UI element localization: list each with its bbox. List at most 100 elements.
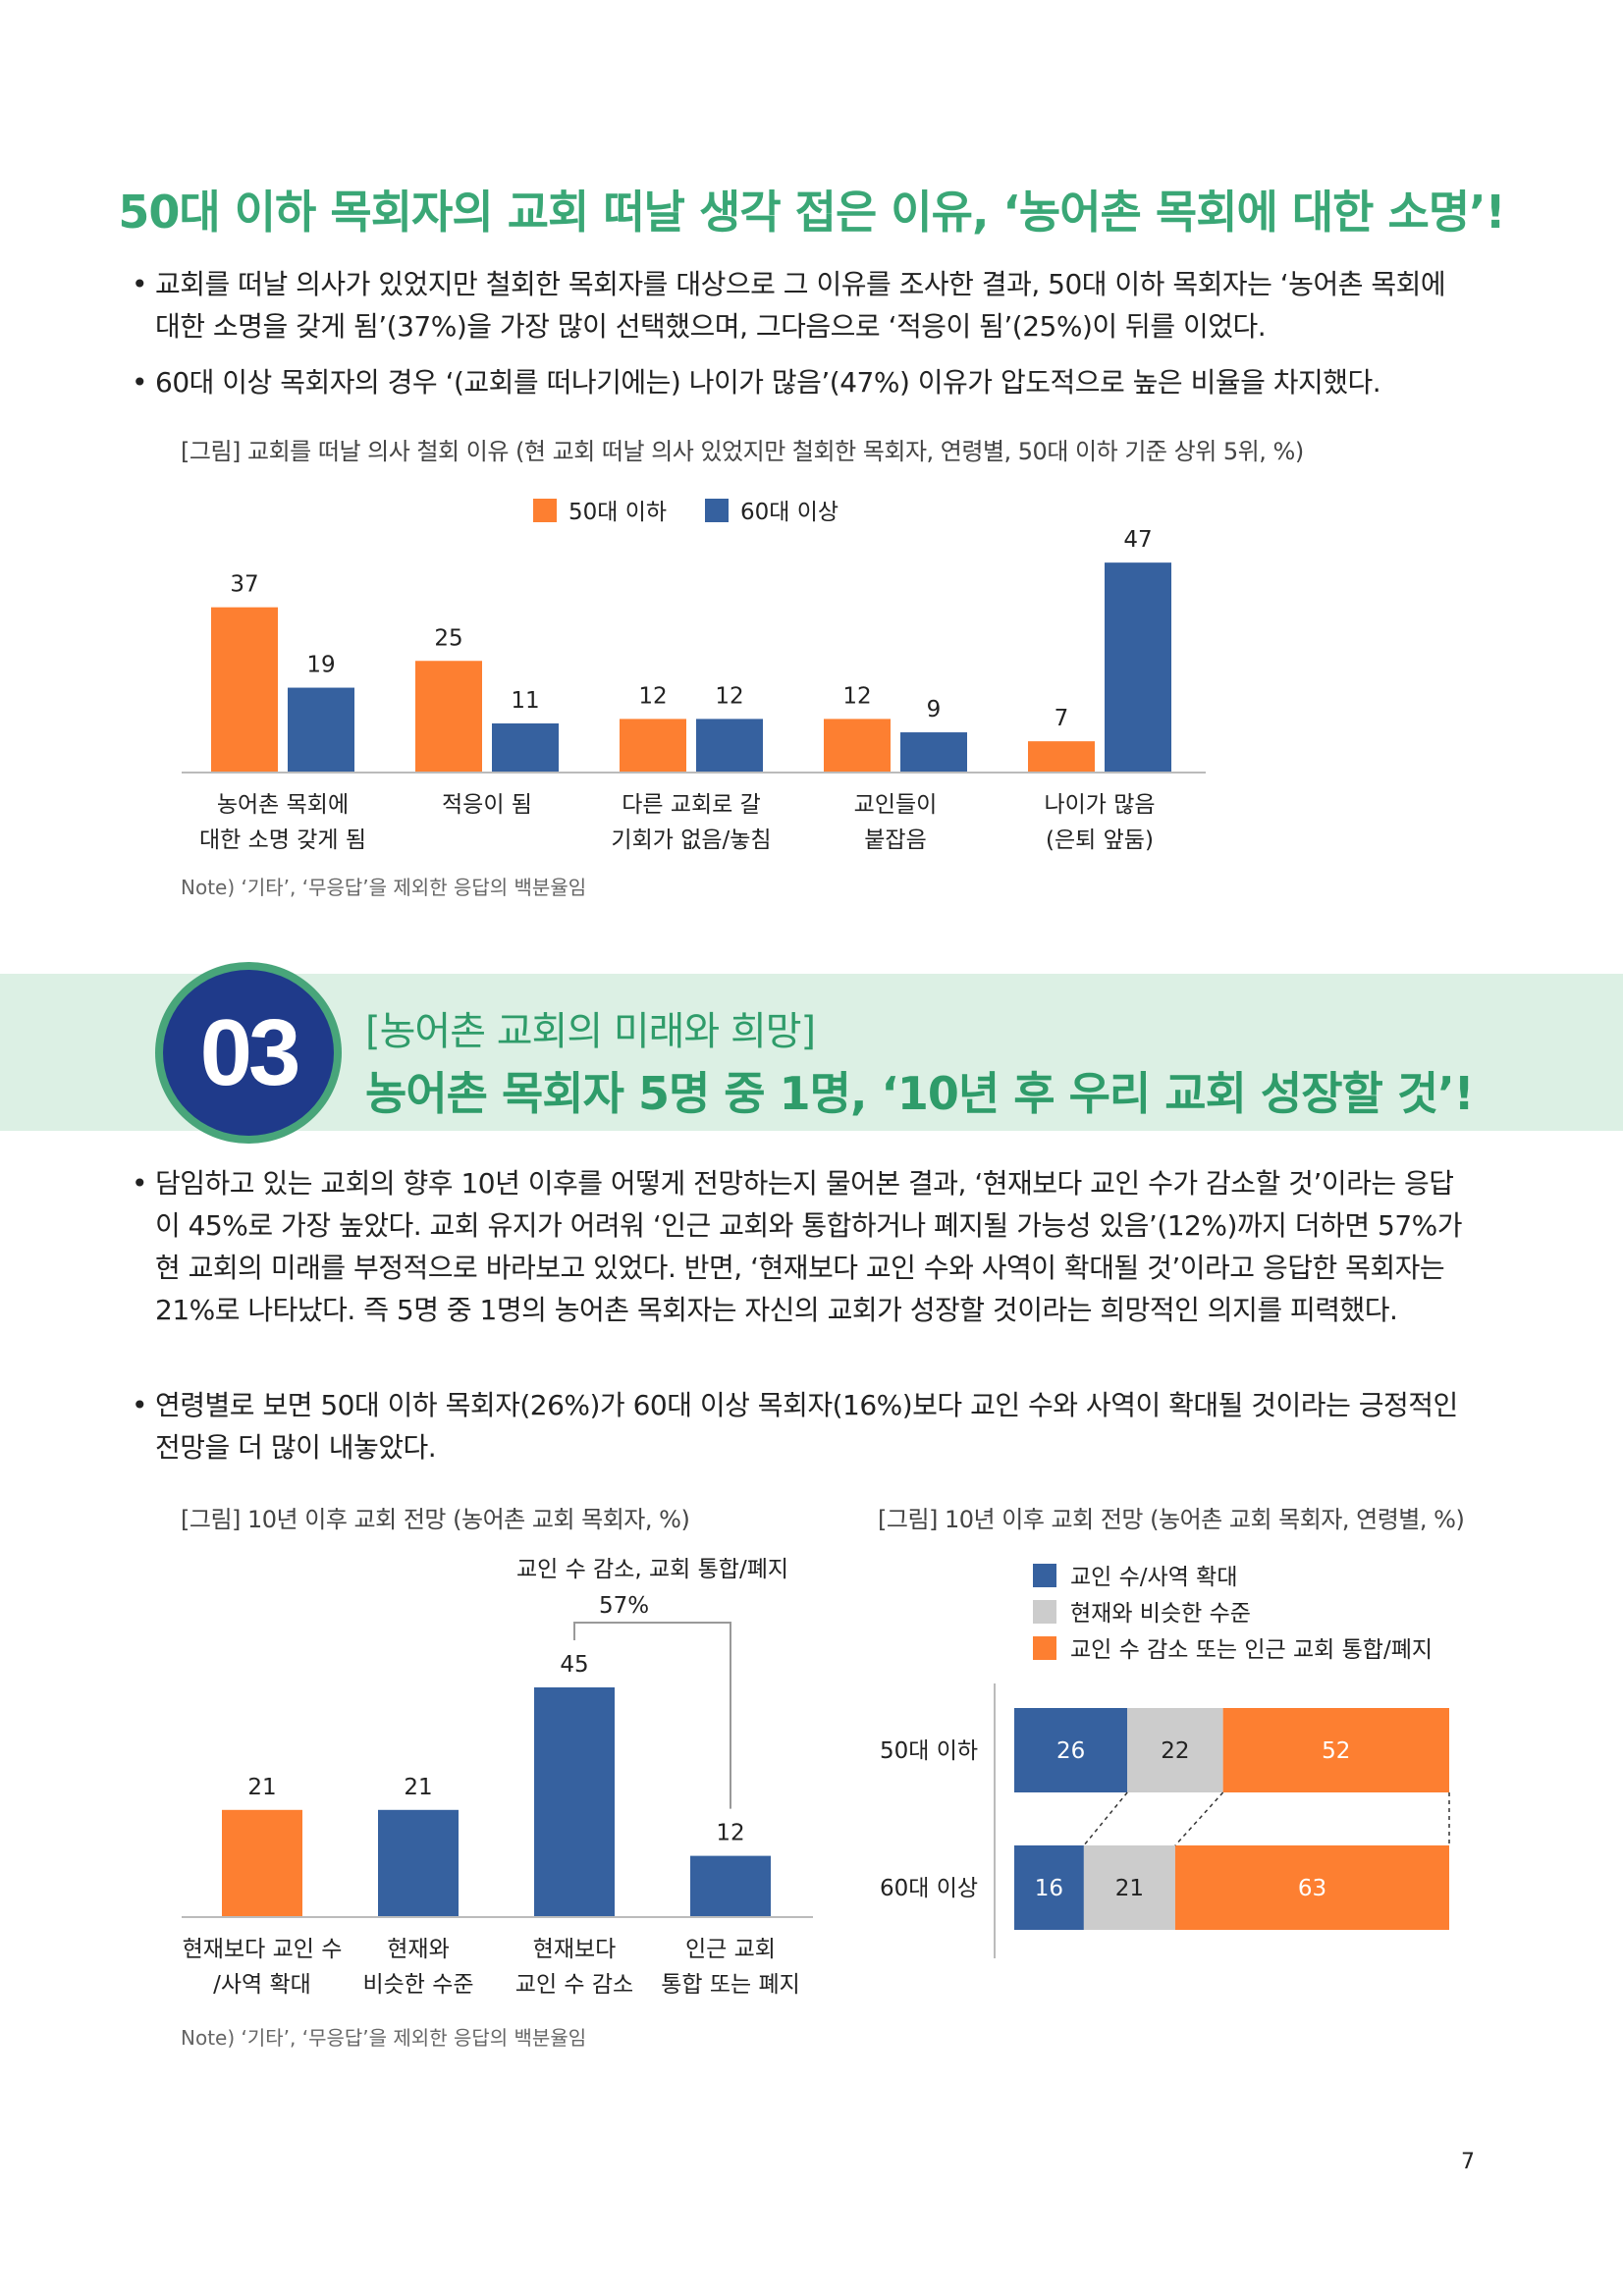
data-label: 9 bbox=[927, 697, 942, 722]
category-label: 비슷한 수준 bbox=[362, 1972, 473, 1998]
bar bbox=[824, 719, 891, 773]
bullet-text: 연령별로 보면 50대 이하 목회자(26%)가 60대 이상 목회자(16%)… bbox=[155, 1389, 1458, 1464]
section-subtitle: [농어촌 교회의 미래와 희망] bbox=[365, 1009, 816, 1054]
bracket-line bbox=[573, 1622, 731, 1809]
legend-label: 교인 수/사역 확대 bbox=[1070, 1565, 1238, 1590]
category-label: 나이가 많음 bbox=[1044, 792, 1155, 818]
segment-label: 21 bbox=[1115, 1876, 1144, 1901]
row-label: 50대 이하 bbox=[880, 1738, 978, 1764]
legend-swatch bbox=[1033, 1600, 1056, 1624]
bar bbox=[620, 719, 686, 773]
data-label: 12 bbox=[842, 683, 871, 709]
bar bbox=[415, 661, 482, 773]
stacked-segment bbox=[1083, 1845, 1175, 1930]
stacked-segment bbox=[1014, 1708, 1128, 1792]
category-label: 다른 교회로 갈 bbox=[622, 792, 761, 818]
segment-label: 52 bbox=[1322, 1738, 1350, 1764]
section-title: 농어촌 목회자 5명 중 1명, ‘10년 후 우리 교회 성장할 것’! bbox=[365, 1067, 1475, 1120]
legend-label: 현재와 비슷한 수준 bbox=[1070, 1601, 1251, 1627]
category-label: 교인 수 감소 bbox=[515, 1972, 633, 1998]
page-number: 7 bbox=[1461, 2150, 1475, 2174]
category-label: 농어촌 목회에 bbox=[217, 792, 349, 818]
page-title: 50대 이하 목회자의 교회 떠날 생각 접은 이유, ‘농어촌 목회에 대한 … bbox=[118, 186, 1505, 239]
data-label: 37 bbox=[230, 572, 258, 598]
section-number: 03 bbox=[199, 1000, 301, 1105]
bullet-3: • 담임하고 있는 교회의 향후 10년 이후를 어떻게 전망하는지 물어본 결… bbox=[132, 1162, 1471, 1331]
bar bbox=[696, 719, 763, 773]
legend-label: 교인 수 감소 또는 인근 교회 통합/폐지 bbox=[1070, 1637, 1433, 1663]
category-label: (은퇴 앞둠) bbox=[1046, 828, 1154, 853]
data-label: 45 bbox=[560, 1652, 588, 1678]
category-label: 붙잡음 bbox=[864, 828, 926, 853]
bullet-4: • 연령별로 보면 50대 이하 목회자(26%)가 60대 이상 목회자(16… bbox=[132, 1384, 1471, 1468]
bar bbox=[534, 1687, 615, 1917]
figure1-caption: [그림] 교회를 떠날 의사 철회 이유 (현 교회 떠날 의사 있었지만 철회… bbox=[181, 438, 1304, 465]
bullet-dot: • bbox=[132, 268, 148, 300]
stacked-segment bbox=[1222, 1708, 1449, 1792]
category-label: 현재와 bbox=[387, 1937, 449, 1962]
bullet-text: 담임하고 있는 교회의 향후 10년 이후를 어떻게 전망하는지 물어본 결과,… bbox=[155, 1167, 1463, 1326]
category-label: 인근 교회 bbox=[685, 1937, 776, 1962]
legend-swatch bbox=[1033, 1564, 1056, 1587]
bracket-label: 교인 수 감소, 교회 통합/폐지 bbox=[516, 1557, 788, 1582]
bullet-text: 60대 이상 목회자의 경우 ‘(교회를 떠나기에는) 나이가 많음’(47%)… bbox=[155, 366, 1381, 399]
category-label: 교인들이 bbox=[854, 792, 938, 818]
bar bbox=[288, 687, 354, 773]
data-label: 21 bbox=[404, 1775, 432, 1800]
data-label: 19 bbox=[306, 653, 335, 678]
segment-label: 26 bbox=[1056, 1738, 1085, 1764]
data-label: 12 bbox=[638, 683, 667, 709]
figure2-caption: [그림] 10년 이후 교회 전망 (농어촌 교회 목회자, %) bbox=[181, 1506, 690, 1533]
data-label: 25 bbox=[434, 625, 462, 651]
category-label: 대한 소명 갖게 됨 bbox=[199, 828, 366, 853]
segment-label: 16 bbox=[1035, 1876, 1063, 1901]
bullet-dot: • bbox=[132, 1389, 148, 1421]
data-label: 11 bbox=[511, 688, 539, 714]
data-label: 12 bbox=[716, 1821, 744, 1846]
bar bbox=[222, 1809, 302, 1917]
data-label: 47 bbox=[1123, 527, 1152, 553]
bullet-1: • 교회를 떠날 의사가 있었지만 철회한 목회자를 대상으로 그 이유를 조사… bbox=[132, 263, 1471, 347]
legend-label: 50대 이하 bbox=[568, 500, 667, 525]
legend-swatch bbox=[705, 499, 729, 522]
connector-line bbox=[1083, 1791, 1128, 1846]
connector-line bbox=[1174, 1791, 1224, 1846]
legend-label: 60대 이상 bbox=[740, 500, 839, 525]
row-label: 60대 이상 bbox=[880, 1876, 978, 1901]
segment-label: 63 bbox=[1298, 1876, 1326, 1901]
bar bbox=[211, 607, 278, 773]
bullet-dot: • bbox=[132, 1167, 148, 1200]
note-2: Note) ‘기타’, ‘무응답’을 제외한 응답의 백분율임 bbox=[181, 2026, 587, 2050]
bullet-dot: • bbox=[132, 366, 148, 399]
data-label: 7 bbox=[1055, 706, 1069, 731]
bar bbox=[1028, 741, 1095, 773]
section-badge bbox=[163, 970, 334, 1136]
data-label: 12 bbox=[715, 683, 743, 709]
figure3-caption: [그림] 10년 이후 교회 전망 (농어촌 교회 목회자, 연령별, %) bbox=[878, 1506, 1465, 1533]
bar bbox=[690, 1855, 771, 1917]
bullet-2: • 60대 이상 목회자의 경우 ‘(교회를 떠나기에는) 나이가 많음’(47… bbox=[132, 361, 1471, 403]
category-label: 기회가 없음/놓침 bbox=[611, 828, 771, 853]
category-label: 현재보다 bbox=[533, 1937, 617, 1962]
category-label: 적응이 됨 bbox=[442, 792, 532, 818]
bullet-text: 교회를 떠날 의사가 있었지만 철회한 목회자를 대상으로 그 이유를 조사한 … bbox=[155, 268, 1446, 343]
stacked-segment bbox=[1127, 1708, 1223, 1792]
legend-swatch bbox=[1033, 1636, 1056, 1660]
category-label: 통합 또는 폐지 bbox=[661, 1972, 800, 1998]
stacked-segment bbox=[1014, 1845, 1084, 1930]
bracket-value: 57% bbox=[599, 1593, 649, 1619]
data-label: 21 bbox=[247, 1775, 276, 1800]
bar bbox=[900, 732, 967, 773]
category-label: /사역 확대 bbox=[213, 1972, 311, 1998]
legend-swatch bbox=[533, 499, 557, 522]
segment-label: 22 bbox=[1161, 1738, 1189, 1764]
bar bbox=[492, 722, 559, 773]
bar bbox=[378, 1809, 459, 1917]
stacked-segment bbox=[1174, 1845, 1449, 1930]
note-1: Note) ‘기타’, ‘무응답’을 제외한 응답의 백분율임 bbox=[181, 876, 587, 899]
category-label: 현재보다 교인 수 bbox=[183, 1937, 343, 1962]
bar bbox=[1105, 562, 1171, 773]
